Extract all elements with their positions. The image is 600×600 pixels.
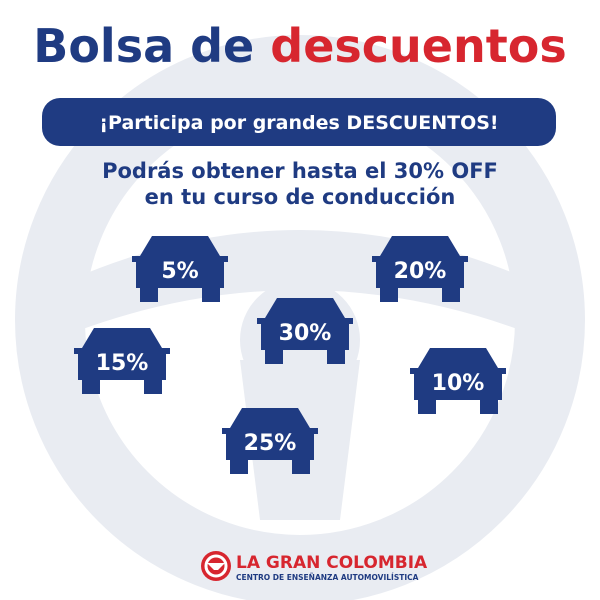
car-icon: [257, 298, 353, 364]
car-icon: [132, 236, 228, 302]
car-offer: 25%: [222, 408, 318, 474]
offer-label: 20%: [394, 259, 447, 284]
subtitle: en tu curso de conducción: [145, 185, 456, 209]
car-offer: 15%: [74, 328, 170, 394]
offer-label: 15%: [96, 351, 149, 376]
car-offer: 5%: [132, 236, 228, 302]
title-part: Bolsa de: [33, 19, 254, 73]
car-icon: [74, 328, 170, 394]
car-offer: 10%: [410, 348, 506, 414]
car-icon: [410, 348, 506, 414]
offer-label: 25%: [244, 431, 297, 456]
title: Bolsa de descuentos: [33, 19, 566, 73]
subtitle: Podrás obtener hasta el 30% OFF: [102, 159, 498, 183]
logo-tagline: CENTRO DE ENSEÑANZA AUTOMOVILÍSTICA: [236, 573, 419, 582]
logo-name: LA GRAN COLOMBIA: [236, 553, 428, 573]
offer-label: 5%: [161, 259, 198, 284]
car-icon: [372, 236, 468, 302]
car-offer: 30%: [257, 298, 353, 364]
offer-label: 30%: [279, 321, 332, 346]
offers: 5% 20% 30% 15% 10% 25%: [74, 236, 506, 474]
car-offer: 20%: [372, 236, 468, 302]
logo: LA GRAN COLOMBIA CENTRO DE ENSEÑANZA AUT…: [201, 551, 428, 582]
title-part: descuentos: [270, 19, 566, 73]
banner-bg: [42, 98, 556, 146]
banner: ¡Participa por grandes DESCUENTOS!: [99, 112, 498, 134]
car-icon: [222, 408, 318, 474]
offer-label: 10%: [432, 371, 485, 396]
